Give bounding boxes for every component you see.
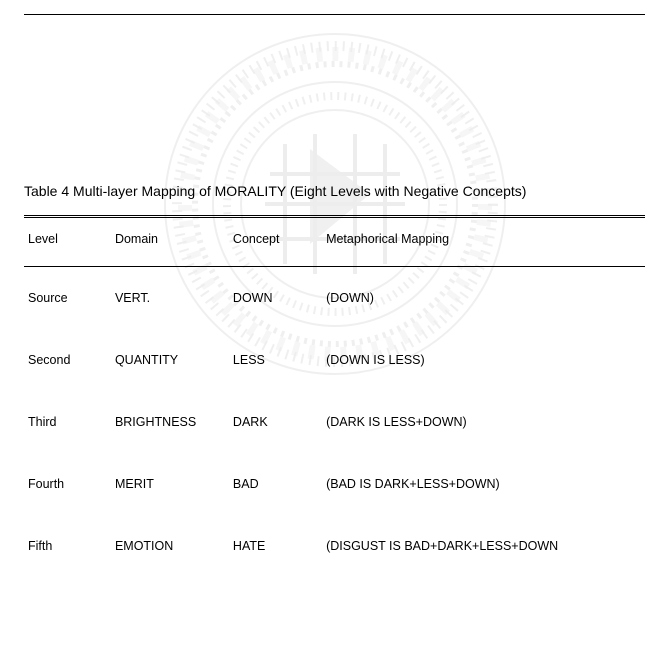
table-row: Third BRIGHTNESS DARK (DARK IS LESS+DOWN… [24,391,645,453]
cell-concept: DOWN [229,267,322,330]
cell-domain: QUANTITY [111,329,229,391]
cell-concept: LESS [229,329,322,391]
cell-level: Third [24,391,111,453]
cell-mapping: (DOWN IS LESS) [322,329,645,391]
col-header-level: Level [24,217,111,267]
cell-level: Fourth [24,453,111,515]
col-header-concept: Concept [229,217,322,267]
cell-domain: BRIGHTNESS [111,391,229,453]
table-row: Second QUANTITY LESS (DOWN IS LESS) [24,329,645,391]
cell-mapping: (DARK IS LESS+DOWN) [322,391,645,453]
cell-mapping: (BAD IS DARK+LESS+DOWN) [322,453,645,515]
cell-mapping: (DOWN) [322,267,645,330]
cell-level: Second [24,329,111,391]
table-header-row: Level Domain Concept Metaphorical Mappin… [24,217,645,267]
col-header-mapping: Metaphorical Mapping [322,217,645,267]
cell-domain: MERIT [111,453,229,515]
cell-mapping: (DISGUST IS BAD+DARK+LESS+DOWN [322,515,645,577]
table-caption: Table 4 Multi-layer Mapping of MORALITY … [24,183,645,199]
cell-concept: DARK [229,391,322,453]
cell-domain: EMOTION [111,515,229,577]
table-row: Fourth MERIT BAD (BAD IS DARK+LESS+DOWN) [24,453,645,515]
cell-level: Fifth [24,515,111,577]
table-row: Source VERT. DOWN (DOWN) [24,267,645,330]
table-row: Fifth EMOTION HATE (DISGUST IS BAD+DARK+… [24,515,645,577]
cell-concept: HATE [229,515,322,577]
cell-level: Source [24,267,111,330]
top-horizontal-rule [24,14,645,15]
col-header-domain: Domain [111,217,229,267]
cell-domain: VERT. [111,267,229,330]
cell-concept: BAD [229,453,322,515]
morality-mapping-table: Level Domain Concept Metaphorical Mappin… [24,215,645,577]
